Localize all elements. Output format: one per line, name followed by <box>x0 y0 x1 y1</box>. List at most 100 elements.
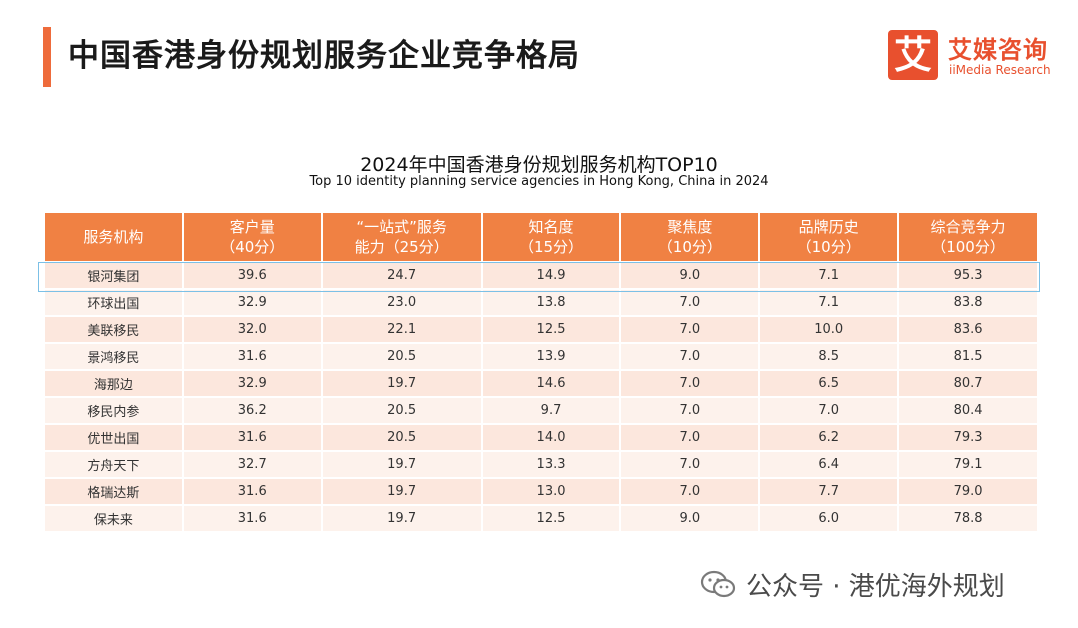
table-row: 方舟天下 32.7 19.7 13.3 7.0 6.4 79.1 <box>45 452 1037 477</box>
cell-reputation: 13.9 <box>482 344 620 369</box>
cell-focus: 7.0 <box>621 371 759 396</box>
col-header-reputation: 知名度 （15分） <box>482 213 620 261</box>
cell-focus: 7.0 <box>621 317 759 342</box>
cell-overall: 81.5 <box>899 344 1037 369</box>
cell-brand-history: 6.5 <box>760 371 898 396</box>
cell-agency: 景鸿移民 <box>45 344 182 369</box>
cell-agency: 银河集团 <box>45 263 182 288</box>
cell-client-volume: 32.7 <box>183 452 321 477</box>
cell-agency: 海那边 <box>45 371 182 396</box>
cell-client-volume: 32.9 <box>183 371 321 396</box>
cell-client-volume: 31.6 <box>183 479 321 504</box>
table-title-cn: 2024年中国香港身份规划服务机构TOP10 <box>360 154 718 176</box>
title-accent-bar <box>43 27 51 87</box>
cell-brand-history: 7.1 <box>760 263 898 288</box>
cell-agency: 环球出国 <box>45 290 182 315</box>
cell-brand-history: 7.0 <box>760 398 898 423</box>
iimedia-logo: 艾 艾媒咨询 iiMedia Research <box>888 30 1068 82</box>
cell-client-volume: 32.0 <box>183 317 321 342</box>
cell-agency: 移民内参 <box>45 398 182 423</box>
cell-client-volume: 36.2 <box>183 398 321 423</box>
table-header-row: 服务机构 客户量 （40分） “一站式”服务 能力（25分） 知名度 （15分） 聚焦… <box>45 213 1037 261</box>
cell-brand-history: 7.7 <box>760 479 898 504</box>
cell-client-volume: 32.9 <box>183 290 321 315</box>
table-row: 美联移民 32.0 22.1 12.5 7.0 10.0 83.6 <box>45 317 1037 342</box>
cell-focus: 7.0 <box>621 452 759 477</box>
cell-focus: 7.0 <box>621 398 759 423</box>
cell-overall: 80.4 <box>899 398 1037 423</box>
cell-overall: 79.3 <box>899 425 1037 450</box>
cell-reputation: 13.0 <box>482 479 620 504</box>
logo-mark: 艾 <box>888 30 938 80</box>
table-row: 优世出国 31.6 20.5 14.0 7.0 6.2 79.3 <box>45 425 1037 450</box>
wechat-watermark: 公众号 · 港优海外规划 <box>700 566 1005 602</box>
col-header-overall-score: 综合竞争力 （100分） <box>899 213 1037 261</box>
cell-overall: 78.8 <box>899 506 1037 531</box>
cell-focus: 7.0 <box>621 425 759 450</box>
cell-one-stop: 22.1 <box>322 317 481 342</box>
cell-overall: 79.0 <box>899 479 1037 504</box>
cell-reputation: 12.5 <box>482 506 620 531</box>
cell-brand-history: 7.1 <box>760 290 898 315</box>
cell-reputation: 12.5 <box>482 317 620 342</box>
cell-brand-history: 6.4 <box>760 452 898 477</box>
cell-overall: 80.7 <box>899 371 1037 396</box>
cell-brand-history: 10.0 <box>760 317 898 342</box>
cell-focus: 7.0 <box>621 479 759 504</box>
wechat-icon <box>700 570 736 598</box>
cell-reputation: 14.6 <box>482 371 620 396</box>
cell-agency: 优世出国 <box>45 425 182 450</box>
cell-agency: 保未来 <box>45 506 182 531</box>
cell-one-stop: 20.5 <box>322 344 481 369</box>
table-row: 环球出国 32.9 23.0 13.8 7.0 7.1 83.8 <box>45 290 1037 315</box>
table-row: 格瑞达斯 31.6 19.7 13.0 7.0 7.7 79.0 <box>45 479 1037 504</box>
col-header-client-volume: 客户量 （40分） <box>183 213 321 261</box>
cell-one-stop: 19.7 <box>322 479 481 504</box>
cell-client-volume: 39.6 <box>183 263 321 288</box>
cell-agency: 美联移民 <box>45 317 182 342</box>
cell-focus: 9.0 <box>621 263 759 288</box>
table-row: 保未来 31.6 19.7 12.5 9.0 6.0 78.8 <box>45 506 1037 531</box>
cell-focus: 9.0 <box>621 506 759 531</box>
col-header-one-stop-capability: “一站式”服务 能力（25分） <box>322 213 481 261</box>
ranking-table: 服务机构 客户量 （40分） “一站式”服务 能力（25分） 知名度 （15分） 聚焦… <box>43 211 1039 533</box>
cell-reputation: 13.3 <box>482 452 620 477</box>
col-header-brand-history: 品牌历史 （10分） <box>760 213 898 261</box>
table-body: 银河集团 39.6 24.7 14.9 9.0 7.1 95.3 环球出国 32.9 23.0 13… <box>45 263 1037 531</box>
logo-name-cn: 艾媒咨询 <box>948 36 1048 64</box>
cell-one-stop: 24.7 <box>322 263 481 288</box>
table-title-en: Top 10 identity planning service agencie… <box>309 174 769 189</box>
table-row: 景鸿移民 31.6 20.5 13.9 7.0 8.5 81.5 <box>45 344 1037 369</box>
col-header-agency: 服务机构 <box>45 213 182 261</box>
cell-one-stop: 19.7 <box>322 452 481 477</box>
cell-one-stop: 19.7 <box>322 371 481 396</box>
watermark-text: 公众号 · 港优海外规划 <box>746 571 1005 602</box>
table-row: 移民内参 36.2 20.5 9.7 7.0 7.0 80.4 <box>45 398 1037 423</box>
cell-one-stop: 20.5 <box>322 398 481 423</box>
cell-focus: 7.0 <box>621 344 759 369</box>
cell-brand-history: 6.2 <box>760 425 898 450</box>
cell-overall: 79.1 <box>899 452 1037 477</box>
cell-reputation: 14.0 <box>482 425 620 450</box>
col-header-focus: 聚焦度 （10分） <box>621 213 759 261</box>
cell-agency: 方舟天下 <box>45 452 182 477</box>
logo-name-en: iiMedia Research <box>949 63 1051 77</box>
cell-reputation: 9.7 <box>482 398 620 423</box>
table-row: 海那边 32.9 19.7 14.6 7.0 6.5 80.7 <box>45 371 1037 396</box>
cell-client-volume: 31.6 <box>183 425 321 450</box>
cell-one-stop: 19.7 <box>322 506 481 531</box>
cell-one-stop: 23.0 <box>322 290 481 315</box>
page-title: 中国香港身份规划服务企业竞争格局 <box>68 38 580 74</box>
cell-client-volume: 31.6 <box>183 506 321 531</box>
cell-overall: 83.6 <box>899 317 1037 342</box>
cell-reputation: 13.8 <box>482 290 620 315</box>
cell-agency: 格瑞达斯 <box>45 479 182 504</box>
cell-one-stop: 20.5 <box>322 425 481 450</box>
cell-reputation: 14.9 <box>482 263 620 288</box>
cell-overall: 83.8 <box>899 290 1037 315</box>
cell-brand-history: 6.0 <box>760 506 898 531</box>
row-highlight-box <box>38 262 1040 292</box>
cell-focus: 7.0 <box>621 290 759 315</box>
cell-overall: 95.3 <box>899 263 1037 288</box>
table-row: 银河集团 39.6 24.7 14.9 9.0 7.1 95.3 <box>45 263 1037 288</box>
